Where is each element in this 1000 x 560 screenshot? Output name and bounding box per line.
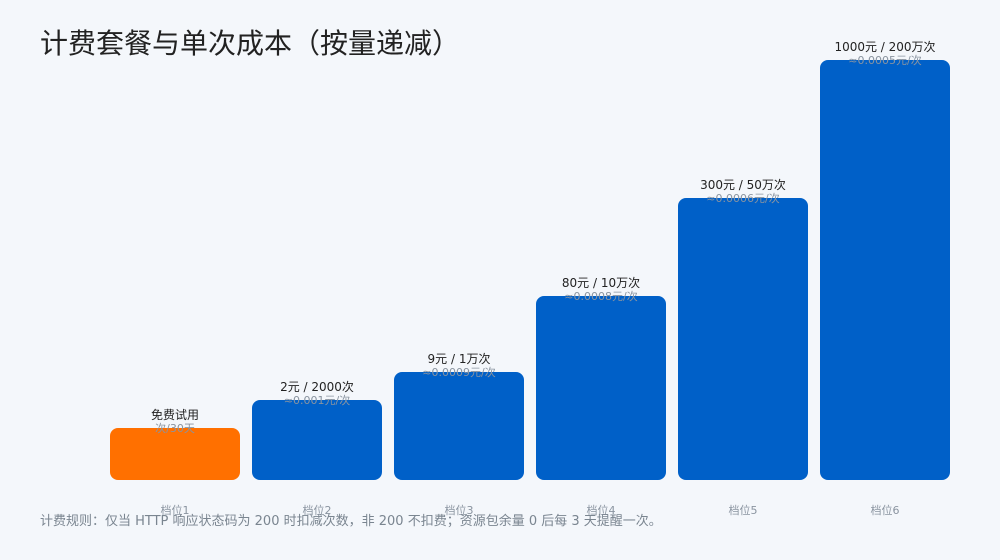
tier-sub: ≈0.0008元/次 xyxy=(564,290,638,303)
tier-sub: ≈0.0005元/次 xyxy=(848,54,922,67)
tier-bar: 免费试用 次/30天 xyxy=(110,408,240,480)
tier-label: 9元 / 1万次 xyxy=(427,352,491,366)
tier-name: 档位4 xyxy=(586,504,616,517)
tier-sub: 次/30天 xyxy=(155,422,195,435)
tier-label: 2元 / 2000次 xyxy=(280,380,354,394)
tier-bar: 2元 / 2000次 ≈0.001元/次 xyxy=(252,380,382,480)
title: 计费套餐与单次成本（按量递减） xyxy=(40,27,461,60)
tier-sub: ≈0.0006元/次 xyxy=(706,192,780,205)
tier-label: 1000元 / 200万次 xyxy=(834,40,936,54)
tier-label: 80元 / 10万次 xyxy=(561,276,641,290)
tier-name: 档位2 xyxy=(302,504,332,517)
tier-bar: 9元 / 1万次 ≈0.0009元/次 xyxy=(394,352,524,480)
tier-bar: 300元 / 50万次 ≈0.0006元/次 xyxy=(678,178,808,480)
tier-name: 档位6 xyxy=(870,504,900,517)
tier-bar: 1000元 / 200万次 ≈0.0005元/次 xyxy=(820,40,950,480)
tier-name: 档位1 xyxy=(160,504,190,517)
tier-bar: 80元 / 10万次 ≈0.0008元/次 xyxy=(536,276,666,480)
tier-sub: ≈0.0009元/次 xyxy=(422,366,496,379)
tier-label: 300元 / 50万次 xyxy=(700,178,786,192)
tier-sub: ≈0.001元/次 xyxy=(283,394,351,407)
tier-label: 免费试用 xyxy=(150,408,199,422)
tier-name: 档位5 xyxy=(728,504,758,517)
footer-note: 计费规则：仅当 HTTP 响应状态码为 200 时扣减次数，非 200 不扣费；… xyxy=(40,514,662,529)
tier-name: 档位3 xyxy=(444,504,474,517)
